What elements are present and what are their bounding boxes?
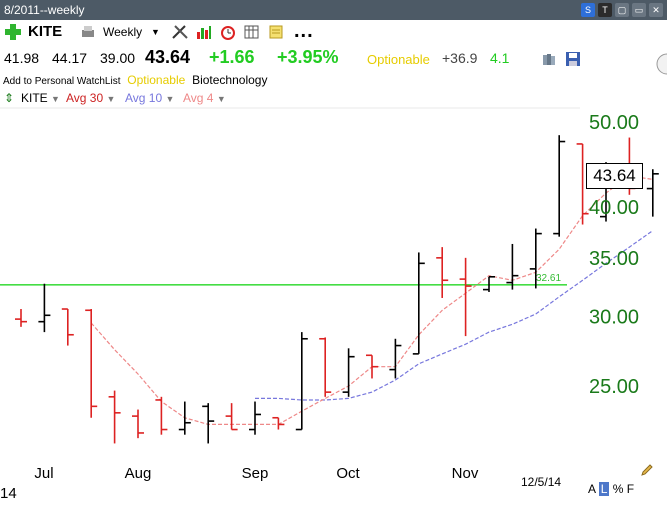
period-select[interactable]: Weekly bbox=[103, 25, 143, 39]
ohlc-bar bbox=[529, 228, 542, 289]
settings-icon[interactable] bbox=[656, 53, 667, 75]
legend-item-avg4[interactable]: Avg 4 ▼ bbox=[183, 91, 226, 105]
bar-chart-icon[interactable] bbox=[196, 24, 212, 40]
legend-item-avg30[interactable]: Avg 30 ▼ bbox=[66, 91, 116, 105]
add-to-watchlist-link[interactable]: Add to Personal WatchList bbox=[3, 76, 121, 87]
ohlc-bar bbox=[202, 403, 215, 444]
tools-icon[interactable] bbox=[171, 24, 189, 40]
ohlc-bar bbox=[15, 309, 27, 327]
ohlc-bar bbox=[108, 390, 121, 444]
window-controls: S T ▢ ▭ ✕ bbox=[581, 3, 663, 17]
books-icon[interactable] bbox=[541, 51, 557, 67]
y-tick-label: 40.00 bbox=[589, 197, 639, 219]
ohlc-bar bbox=[155, 396, 168, 435]
avg4-line bbox=[90, 175, 653, 425]
minimize-icon[interactable]: ▢ bbox=[615, 3, 629, 17]
open-price: 41.98 bbox=[4, 50, 40, 66]
ohlc-bar bbox=[85, 309, 98, 418]
y-tick-label: 30.00 bbox=[589, 307, 639, 329]
current-price-label: 43.64 bbox=[586, 163, 643, 189]
legend-item-avg10[interactable]: Avg 10 ▼ bbox=[125, 91, 175, 105]
ohlc-bar bbox=[342, 348, 355, 397]
alarm-clock-icon[interactable] bbox=[220, 24, 236, 40]
price-change: +1.66 bbox=[209, 47, 255, 67]
ohlc-bar bbox=[506, 243, 519, 290]
footer-left-text: 14 bbox=[0, 485, 17, 502]
price-change-pct: +3.95% bbox=[277, 47, 339, 67]
x-tick-label: Oct bbox=[336, 465, 360, 482]
y-tick-label: 35.00 bbox=[589, 248, 639, 270]
ohlc-bar bbox=[61, 308, 74, 346]
save-icon[interactable] bbox=[565, 51, 581, 67]
y-tick-label: 50.00 bbox=[589, 112, 639, 134]
reference-line-label: 32.61 bbox=[536, 273, 561, 284]
optionable-badge: Optionable bbox=[367, 52, 430, 67]
ohlc-bar bbox=[38, 283, 51, 333]
ohlc-bar bbox=[249, 401, 261, 435]
ohlc-bar bbox=[576, 143, 589, 225]
symbol-label[interactable]: KITE bbox=[28, 23, 63, 40]
industry-label: Biotechnology bbox=[192, 73, 268, 87]
scale-a-button[interactable]: A bbox=[588, 482, 596, 496]
ohlc-bar bbox=[483, 276, 495, 292]
scale-l-button[interactable]: L bbox=[598, 482, 610, 496]
sync-icon[interactable]: S bbox=[581, 3, 595, 17]
x-tick-label: Nov bbox=[452, 465, 479, 482]
ohlc-bar bbox=[178, 401, 191, 435]
close-icon[interactable]: ✕ bbox=[649, 3, 663, 17]
text-icon[interactable]: T bbox=[598, 3, 612, 17]
note-icon[interactable] bbox=[268, 24, 284, 40]
footer-date: 12/5/14 bbox=[521, 475, 561, 489]
ohlc-bar bbox=[553, 135, 566, 237]
y-tick-label: 25.00 bbox=[589, 376, 639, 398]
x-tick-label: Jul bbox=[34, 465, 53, 482]
quote-metric-1: +36.9 bbox=[442, 50, 478, 66]
window-titlebar: 8/2011--weekly S T ▢ ▭ ✕ bbox=[0, 0, 667, 20]
watchlist-row: Add to Personal WatchList Optionable Bio… bbox=[3, 73, 267, 87]
watchlist-optionable: Optionable bbox=[127, 73, 186, 87]
scale-pct-button[interactable]: % bbox=[612, 482, 624, 496]
pencil-icon[interactable] bbox=[640, 463, 654, 477]
quote-metric-2: 4.1 bbox=[490, 50, 510, 66]
ohlc-bar bbox=[436, 247, 449, 298]
ohlc-bar bbox=[389, 338, 402, 379]
restore-icon[interactable]: ▭ bbox=[632, 3, 646, 17]
toolbar: KITE Weekly ▼ ... bbox=[0, 20, 667, 44]
legend-expand-icon[interactable]: ⇕ bbox=[4, 91, 15, 105]
ohlc-bar bbox=[646, 169, 659, 217]
ohlc-bar bbox=[295, 332, 308, 431]
ohlc-bar bbox=[272, 416, 285, 430]
quote-bar: 41.98 44.17 39.00 43.64 +1.66 +3.95% Opt… bbox=[0, 46, 667, 72]
scale-f-button[interactable]: F bbox=[626, 482, 635, 496]
last-price: 43.64 bbox=[145, 47, 191, 67]
x-tick-label: Aug bbox=[125, 465, 152, 482]
scale-toggles: A L % F bbox=[588, 482, 634, 496]
ohlc-bar bbox=[412, 252, 425, 355]
ohlc-bar bbox=[459, 257, 472, 337]
print-icon[interactable] bbox=[80, 24, 96, 40]
ohlc-bar bbox=[132, 409, 144, 439]
ohlc-bar bbox=[319, 337, 332, 397]
calendar-grid-icon[interactable] bbox=[244, 24, 260, 40]
low-price: 39.00 bbox=[100, 50, 136, 66]
x-tick-label: Sep bbox=[242, 465, 269, 482]
ohlc-bar bbox=[366, 354, 378, 379]
legend-item-price[interactable]: KITE ▼ bbox=[21, 91, 60, 105]
add-symbol-icon[interactable] bbox=[4, 23, 22, 41]
period-dropdown-icon[interactable]: ▼ bbox=[151, 27, 160, 37]
high-price: 44.17 bbox=[52, 50, 88, 66]
more-button[interactable]: ... bbox=[294, 20, 314, 42]
window-title: 8/2011--weekly bbox=[4, 3, 85, 17]
chart-legend: ⇕ KITE ▼ Avg 30 ▼ Avg 10 ▼ Avg 4 ▼ bbox=[0, 89, 580, 107]
ohlc-bar bbox=[225, 403, 238, 431]
